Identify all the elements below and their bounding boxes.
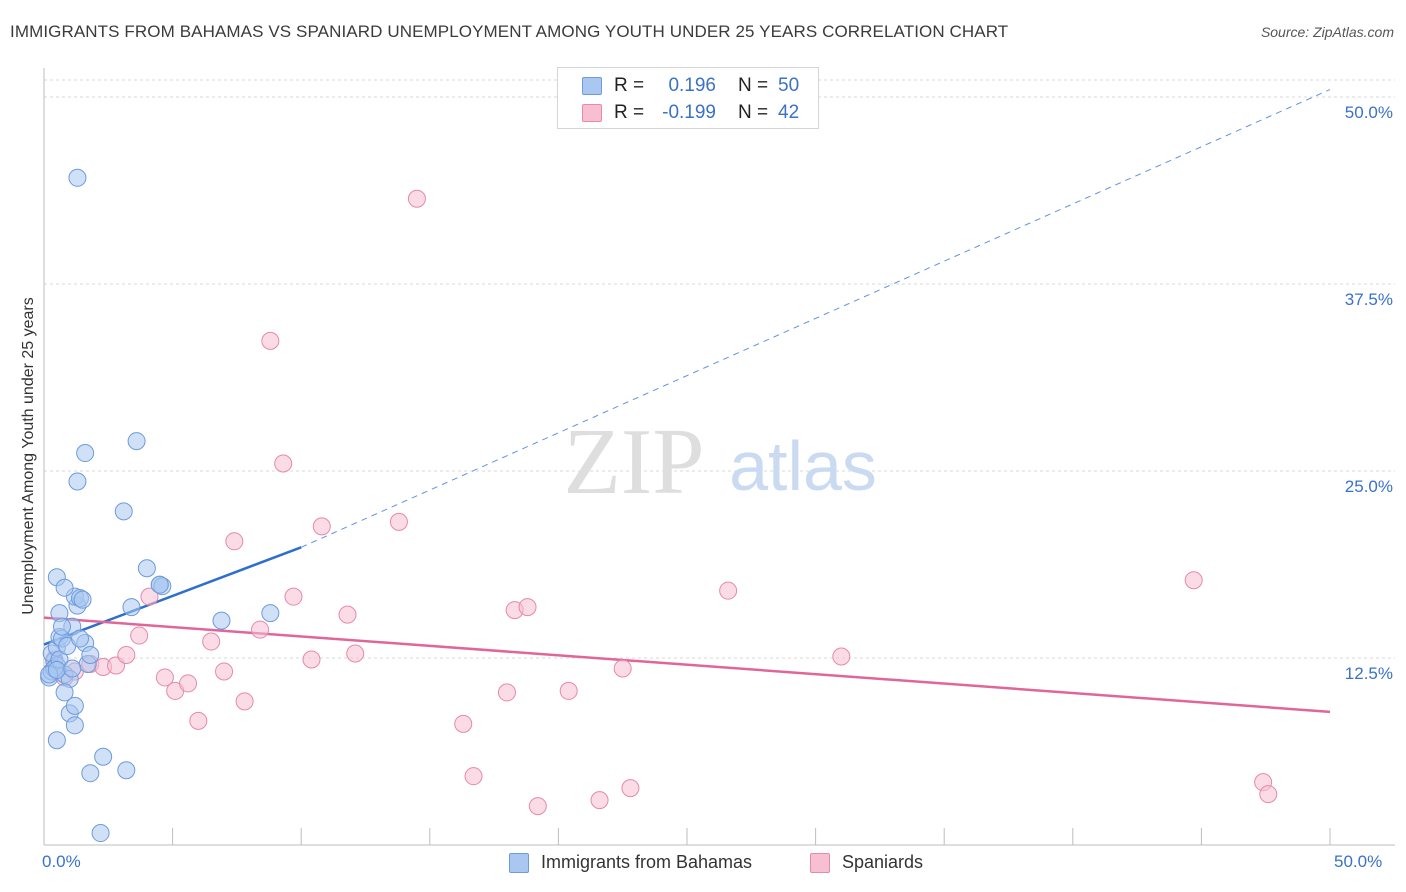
spaniards-point[interactable]: [720, 582, 737, 599]
bahamas-point[interactable]: [66, 697, 83, 714]
y-tick-label: 12.5%: [1345, 664, 1393, 684]
spaniards-point[interactable]: [303, 651, 320, 668]
legend-r-label: R =: [614, 102, 648, 124]
bahamas-point[interactable]: [74, 591, 91, 608]
legend-n-value-bahamas: 50: [778, 75, 799, 97]
legend-r-label: R =: [614, 75, 648, 97]
spaniards-point[interactable]: [465, 768, 482, 785]
spaniards-point[interactable]: [498, 684, 515, 701]
legend-row-bahamas: R = 0.196 N = 50: [582, 74, 799, 98]
scatter-plot: ZIP atlas: [0, 0, 1406, 892]
bottom-legend-label-spaniards: Spaniards: [842, 852, 923, 873]
bottom-legend-swatch-bahamas: [509, 853, 529, 873]
legend-swatch-spaniards: [582, 104, 602, 122]
spaniards-point[interactable]: [833, 648, 850, 665]
bahamas-point[interactable]: [69, 473, 86, 490]
axes: [44, 68, 1395, 845]
bahamas-point[interactable]: [48, 661, 65, 678]
bahamas-point[interactable]: [138, 560, 155, 577]
spaniards-point[interactable]: [216, 663, 233, 680]
spaniards-point[interactable]: [622, 780, 639, 797]
spaniards-point[interactable]: [226, 533, 243, 550]
spaniards-point[interactable]: [408, 190, 425, 207]
bahamas-point[interactable]: [151, 576, 168, 593]
bahamas-point[interactable]: [56, 579, 73, 596]
spaniards-point[interactable]: [519, 599, 536, 616]
legend-r-value-bahamas: 0.196: [648, 75, 716, 97]
y-tick-label: 37.5%: [1345, 290, 1393, 310]
watermark-atlas: atlas: [729, 427, 877, 505]
spaniards-point[interactable]: [529, 798, 546, 815]
watermark: ZIP atlas: [564, 410, 877, 514]
spaniards-point[interactable]: [262, 332, 279, 349]
bottom-legend-spaniards[interactable]: Spaniards: [810, 852, 923, 873]
spaniards-point[interactable]: [390, 513, 407, 530]
spaniards-point[interactable]: [591, 792, 608, 809]
watermark-zip: ZIP: [564, 410, 705, 514]
bahamas-point[interactable]: [66, 717, 83, 734]
legend-r-value-spaniards: -0.199: [648, 102, 716, 124]
bahamas-point[interactable]: [82, 765, 99, 782]
bottom-legend-swatch-spaniards: [810, 853, 830, 873]
spaniards-point[interactable]: [131, 627, 148, 644]
bahamas-point[interactable]: [92, 825, 109, 842]
legend-n-value-spaniards: 42: [778, 102, 799, 124]
bahamas-point[interactable]: [262, 605, 279, 622]
bahamas-point[interactable]: [48, 732, 65, 749]
bahamas-point[interactable]: [213, 612, 230, 629]
spaniards-point[interactable]: [275, 455, 292, 472]
legend-n-label: N =: [738, 75, 778, 97]
x-tick-label-min: 0.0%: [42, 852, 81, 872]
bahamas-point[interactable]: [77, 445, 94, 462]
spaniards-point[interactable]: [236, 693, 253, 710]
bahamas-point[interactable]: [54, 618, 71, 635]
spaniards-point[interactable]: [203, 633, 220, 650]
bahamas-point[interactable]: [72, 630, 89, 647]
spaniards-point[interactable]: [614, 660, 631, 677]
bahamas-point[interactable]: [128, 433, 145, 450]
spaniards-point[interactable]: [347, 645, 364, 662]
bottom-legend-bahamas[interactable]: Immigrants from Bahamas: [509, 852, 752, 873]
bottom-legend-label-bahamas: Immigrants from Bahamas: [541, 852, 752, 873]
spaniards-point[interactable]: [118, 647, 135, 664]
spaniards-point[interactable]: [252, 621, 269, 638]
bahamas-point[interactable]: [64, 660, 81, 677]
bahamas-point[interactable]: [69, 169, 86, 186]
y-tick-label: 25.0%: [1345, 477, 1393, 497]
spaniards-point[interactable]: [1185, 572, 1202, 589]
spaniards-point[interactable]: [560, 682, 577, 699]
spaniards-point[interactable]: [180, 675, 197, 692]
bahamas-point[interactable]: [82, 647, 99, 664]
x-tick-label-max: 50.0%: [1334, 852, 1382, 872]
spaniards-point[interactable]: [285, 588, 302, 605]
spaniards-point[interactable]: [455, 715, 472, 732]
spaniards-point[interactable]: [313, 518, 330, 535]
trend-lines: [44, 90, 1330, 712]
bahamas-point[interactable]: [118, 762, 135, 779]
spaniards-point[interactable]: [1260, 786, 1277, 803]
legend-swatch-bahamas: [582, 77, 602, 95]
legend-n-label: N =: [738, 102, 778, 124]
legend-row-spaniards: R = -0.199 N = 42: [582, 101, 799, 125]
bahamas-points: [41, 169, 279, 841]
bahamas-point[interactable]: [123, 599, 140, 616]
spaniards-point[interactable]: [190, 712, 207, 729]
bahamas-point[interactable]: [95, 748, 112, 765]
bahamas-point[interactable]: [115, 503, 132, 520]
grid-lines: [44, 80, 1395, 658]
spaniards-point[interactable]: [339, 606, 356, 623]
correlation-legend: R = 0.196 N = 50 R = -0.199 N = 42: [557, 67, 819, 129]
y-tick-label: 50.0%: [1345, 103, 1393, 123]
